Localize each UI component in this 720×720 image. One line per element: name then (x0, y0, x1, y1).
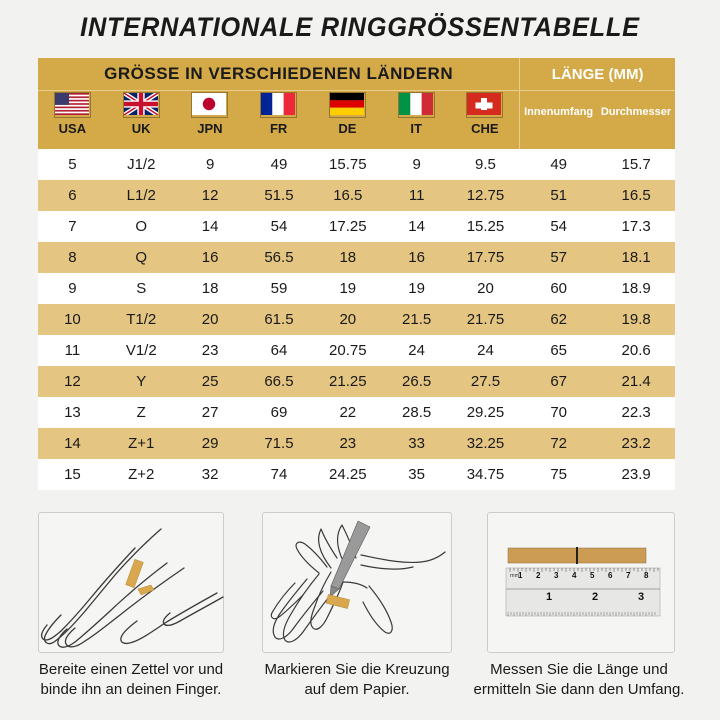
svg-text:1: 1 (546, 591, 552, 603)
svg-text:7: 7 (626, 571, 631, 580)
svg-text:1: 1 (518, 571, 523, 580)
svg-text:2: 2 (592, 591, 598, 603)
svg-text:3: 3 (554, 571, 559, 580)
svg-text:8: 8 (644, 571, 649, 580)
svg-text:3: 3 (638, 591, 644, 603)
svg-text:5: 5 (590, 571, 595, 580)
svg-text:4: 4 (572, 571, 577, 580)
svg-text:2: 2 (536, 571, 541, 580)
svg-text:6: 6 (608, 571, 613, 580)
